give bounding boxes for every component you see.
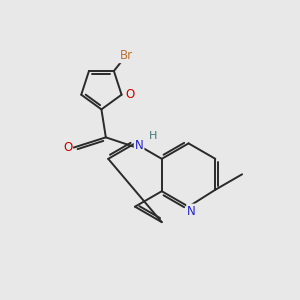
Text: Br: Br: [120, 49, 133, 62]
Text: O: O: [125, 88, 134, 101]
Text: N: N: [187, 205, 196, 218]
Text: O: O: [63, 141, 72, 154]
Text: N: N: [135, 139, 143, 152]
Text: H: H: [149, 131, 157, 141]
